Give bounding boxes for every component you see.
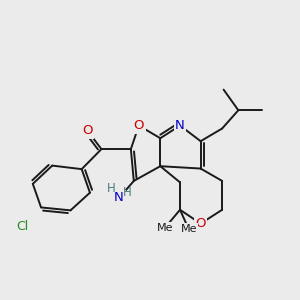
Text: O: O bbox=[195, 217, 206, 230]
Text: N: N bbox=[175, 119, 185, 132]
Text: Cl: Cl bbox=[17, 220, 29, 233]
Text: H: H bbox=[123, 186, 132, 199]
Text: Me: Me bbox=[181, 224, 197, 235]
Text: O: O bbox=[134, 119, 144, 132]
Text: Me: Me bbox=[157, 223, 173, 233]
Text: O: O bbox=[82, 124, 93, 137]
Text: H: H bbox=[106, 182, 115, 195]
Text: N: N bbox=[114, 191, 124, 205]
